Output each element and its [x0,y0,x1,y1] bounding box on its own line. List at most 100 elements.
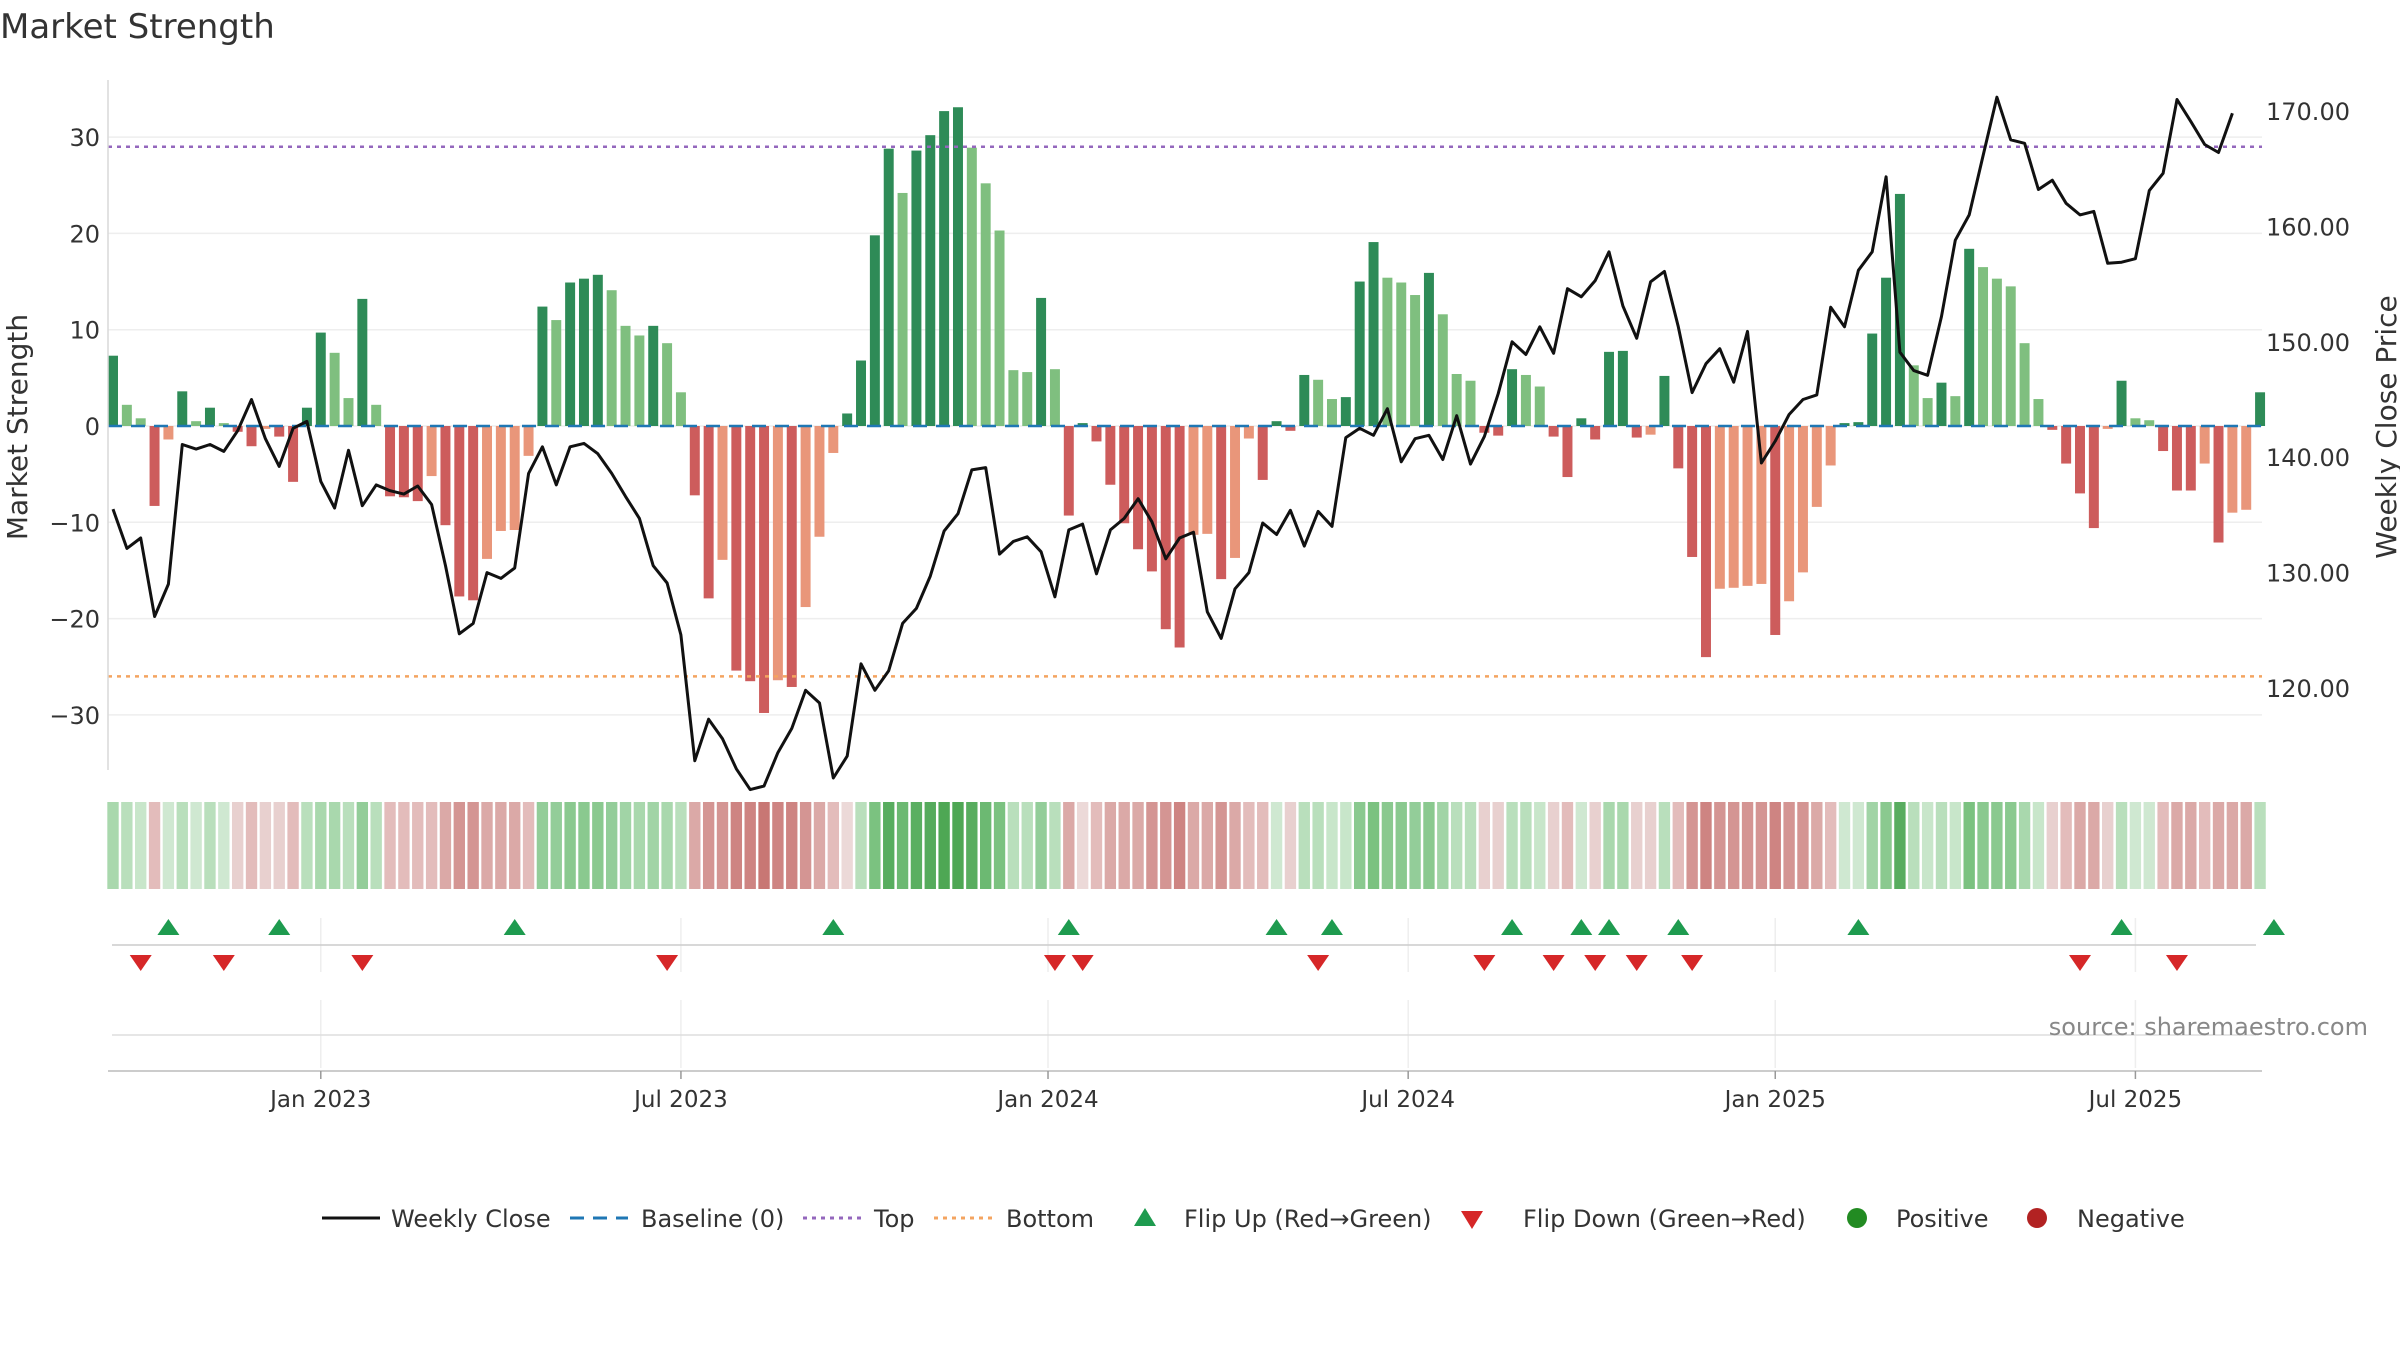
heatmap-cell [2005,802,2017,889]
strength-bar [2088,426,2099,529]
heatmap-cell [1298,802,1310,889]
strength-bar [288,426,299,482]
heatmap-cell [148,802,161,889]
strength-bar [1202,426,1213,534]
x-tick-label: Jan 2025 [1723,1087,1826,1113]
heatmap-cell [1187,802,1200,889]
strength-bar [1271,421,1282,426]
heatmap-cell [1547,802,1560,889]
strength-bar [315,332,326,426]
heatmap-cell [550,802,562,889]
heatmap-cell [2060,802,2072,889]
strength-bar [2255,392,2266,426]
heatmap-cell [1284,802,1297,889]
source-note: source: sharemaestro.com [2049,1013,2368,1041]
heatmap-cell [1534,802,1546,889]
strength-bar [689,426,700,496]
strength-bar [2019,343,2030,426]
strength-bar [1548,426,1559,437]
flip-up-marker [1847,919,1870,935]
heatmap-cell [1617,802,1629,889]
strength-bar [1659,375,1670,426]
heatmap-cell [1991,802,2003,889]
heatmap-cell [716,802,729,889]
heatmap-cell [910,802,923,889]
strength-bar [1063,426,1074,516]
heatmap-cell [1229,802,1241,889]
y-tick-label-left: 10 [69,317,100,345]
flip-up-marker [1501,919,1524,935]
strength-bar [218,423,229,426]
heatmap-cell [1146,802,1158,889]
legend-label-bottom: Bottom [1006,1205,1094,1233]
flip-up-marker [1598,919,1621,935]
heatmap-cell [1132,802,1144,889]
heatmap-cell [1492,802,1504,889]
strength-bar [2075,426,2085,494]
flip-up-marker [1265,919,1288,935]
flip-down-marker [1043,955,1066,971]
heatmap-cell [1160,802,1172,889]
heatmap-cell [384,802,396,889]
strength-bar [191,421,202,426]
heatmap-cell [813,802,826,889]
heatmap-cell [2185,802,2197,889]
strength-bar [2061,426,2072,464]
heatmap-cell [1478,802,1491,889]
strength-bar [759,426,770,713]
heatmap-cell [342,802,355,889]
heatmap-cell [869,802,881,889]
reference-lines [108,145,2262,678]
strength-bar [1285,426,1296,431]
flip-up-marker [1057,919,1080,935]
flip-down-marker [1307,955,1330,971]
heatmap-cell [1354,802,1366,889]
heatmap-cell [1450,802,1463,889]
strength-bar [1410,295,1421,426]
heatmap-cell [2046,802,2058,889]
strength-bar [980,183,991,426]
strength-bar [163,426,174,440]
strength-bar [1368,242,1379,426]
strength-bar [731,426,742,671]
heatmap-cell [2157,802,2169,889]
strength-bar [1340,397,1351,426]
strength-bar [620,325,631,426]
strength-bar [1507,369,1518,426]
heatmap-cell [619,802,632,889]
heatmap-cell [980,802,992,889]
flip-up-marker [822,919,845,935]
strength-bar [1160,426,1171,630]
strength-bar [1991,278,2002,426]
heatmap-cell [1575,802,1588,889]
strength-bar [1645,426,1656,435]
strength-bar [1839,423,1850,426]
y-tick-label-left: 0 [85,413,100,441]
strength-bar [2047,426,2058,430]
flip-up-marker [2262,919,2285,935]
heatmap-cell [1658,802,1671,889]
heatmap-cell [786,802,798,889]
heatmap-cell [218,802,230,889]
strength-bar [1216,426,1227,580]
flip-down-marker [212,955,235,971]
y-axis-label-left: Market Strength [1,314,34,540]
flip-down-marker [656,955,679,971]
heatmap-cell [758,802,770,889]
flip-down-marker [1681,955,1704,971]
heatmap-cell [2129,802,2142,889]
heatmap-cell [509,802,521,889]
heatmap-cell [883,802,895,889]
strength-bar [1631,426,1642,438]
heatmap-cell [2171,802,2183,889]
strength-bar [565,282,576,426]
strength-bar [634,335,645,426]
legend-item-flip-up: Flip Up (Red→Green) [1134,1205,1432,1233]
strength-bar [1465,380,1476,426]
heatmap-cell [2074,802,2086,889]
strength-bar [2102,426,2113,429]
legend-item-weekly-close: Weekly Close [322,1205,551,1233]
heatmap-cell [799,802,812,889]
heatmap-cell [287,802,299,889]
